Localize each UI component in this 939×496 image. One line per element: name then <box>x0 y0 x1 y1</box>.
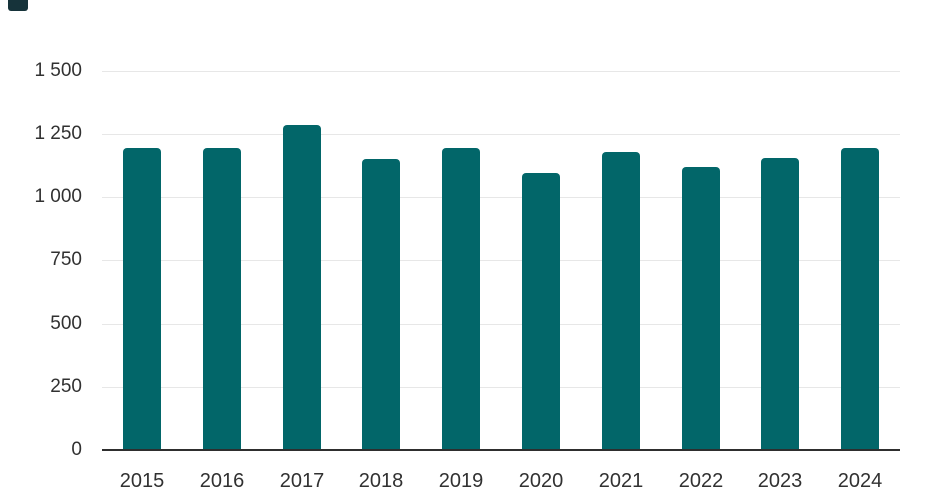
y-tick-label: 500 <box>50 313 82 334</box>
bar-2017[interactable] <box>283 125 321 449</box>
x-axis-line <box>102 449 900 451</box>
y-tick-label: 250 <box>50 376 82 397</box>
y-tick-label: 0 <box>71 439 82 460</box>
y-tick-label: 1 500 <box>34 60 82 81</box>
corner-fragment <box>8 0 28 11</box>
bar-2019[interactable] <box>442 148 480 449</box>
gridline <box>102 197 900 198</box>
x-tick-label: 2020 <box>518 470 564 492</box>
bar-2016[interactable] <box>203 148 241 449</box>
x-tick-label: 2017 <box>279 470 325 492</box>
y-tick-label: 1 250 <box>34 123 82 144</box>
gridline <box>102 134 900 135</box>
gridline <box>102 260 900 261</box>
bar-2024[interactable] <box>841 148 879 449</box>
bar-2020[interactable] <box>522 173 560 449</box>
y-tick-label: 750 <box>50 249 82 270</box>
bar-2022[interactable] <box>682 167 720 449</box>
x-tick-label: 2019 <box>438 470 484 492</box>
bar-2015[interactable] <box>123 148 161 449</box>
x-tick-label: 2015 <box>119 470 165 492</box>
x-tick-label: 2018 <box>358 470 404 492</box>
x-tick-label: 2016 <box>199 470 245 492</box>
gridline <box>102 71 900 72</box>
x-tick-label: 2022 <box>678 470 724 492</box>
bar-2021[interactable] <box>602 152 640 449</box>
y-tick-label: 1 000 <box>34 186 82 207</box>
gridline <box>102 387 900 388</box>
bar-2023[interactable] <box>761 158 799 449</box>
gridline <box>102 324 900 325</box>
x-tick-label: 2024 <box>837 470 883 492</box>
bar-2018[interactable] <box>362 159 400 449</box>
x-tick-label: 2023 <box>757 470 803 492</box>
x-tick-label: 2021 <box>598 470 644 492</box>
